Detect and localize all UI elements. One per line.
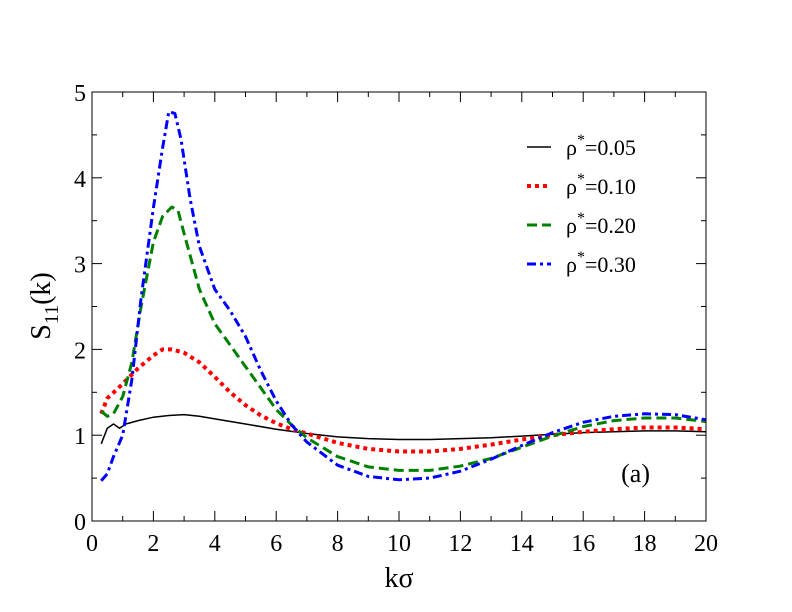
- series-layer: [99, 110, 707, 482]
- series-line-3: [100, 205, 707, 472]
- legend-label-4: ρ*=0.30: [566, 249, 636, 277]
- y-axis-title: S11(k): [26, 272, 63, 340]
- y-tick-label: 5: [74, 81, 86, 107]
- y-tick-label: 3: [74, 253, 86, 279]
- x-tick-label: 18: [633, 531, 657, 557]
- legend-label-3: ρ*=0.20: [566, 210, 636, 238]
- x-tick-label: 0: [86, 531, 98, 557]
- x-tick-label: 16: [571, 531, 595, 557]
- panel-label: (a): [621, 459, 650, 488]
- y-tick-label: 4: [74, 167, 86, 193]
- legend-label-1: ρ*=0.05: [566, 132, 636, 160]
- y-tick-label: 1: [74, 424, 86, 450]
- x-tick-label: 8: [332, 531, 344, 557]
- legend-label-2: ρ*=0.10: [566, 171, 636, 199]
- x-tick-label: 10: [387, 531, 411, 557]
- x-tick-label: 12: [448, 531, 472, 557]
- x-tick-label: 20: [694, 531, 718, 557]
- y-tick-label: 0: [74, 510, 86, 536]
- x-tick-label: 6: [270, 531, 282, 557]
- x-tick-label: 2: [147, 531, 159, 557]
- y-axis-title-tail: (k): [26, 272, 57, 305]
- x-axis-title: kσ: [384, 563, 413, 594]
- svg-text:S11(k): S11(k): [26, 272, 63, 340]
- y-tick-label: 2: [74, 338, 86, 364]
- y-axis-title-main: S: [26, 324, 57, 340]
- legend: ρ*=0.05 ρ*=0.10 ρ*=0.20 ρ*=0.30: [527, 132, 636, 277]
- y-axis-title-sub: 11: [41, 305, 63, 324]
- x-tick-label: 4: [209, 531, 221, 557]
- x-tick-label: 14: [510, 531, 534, 557]
